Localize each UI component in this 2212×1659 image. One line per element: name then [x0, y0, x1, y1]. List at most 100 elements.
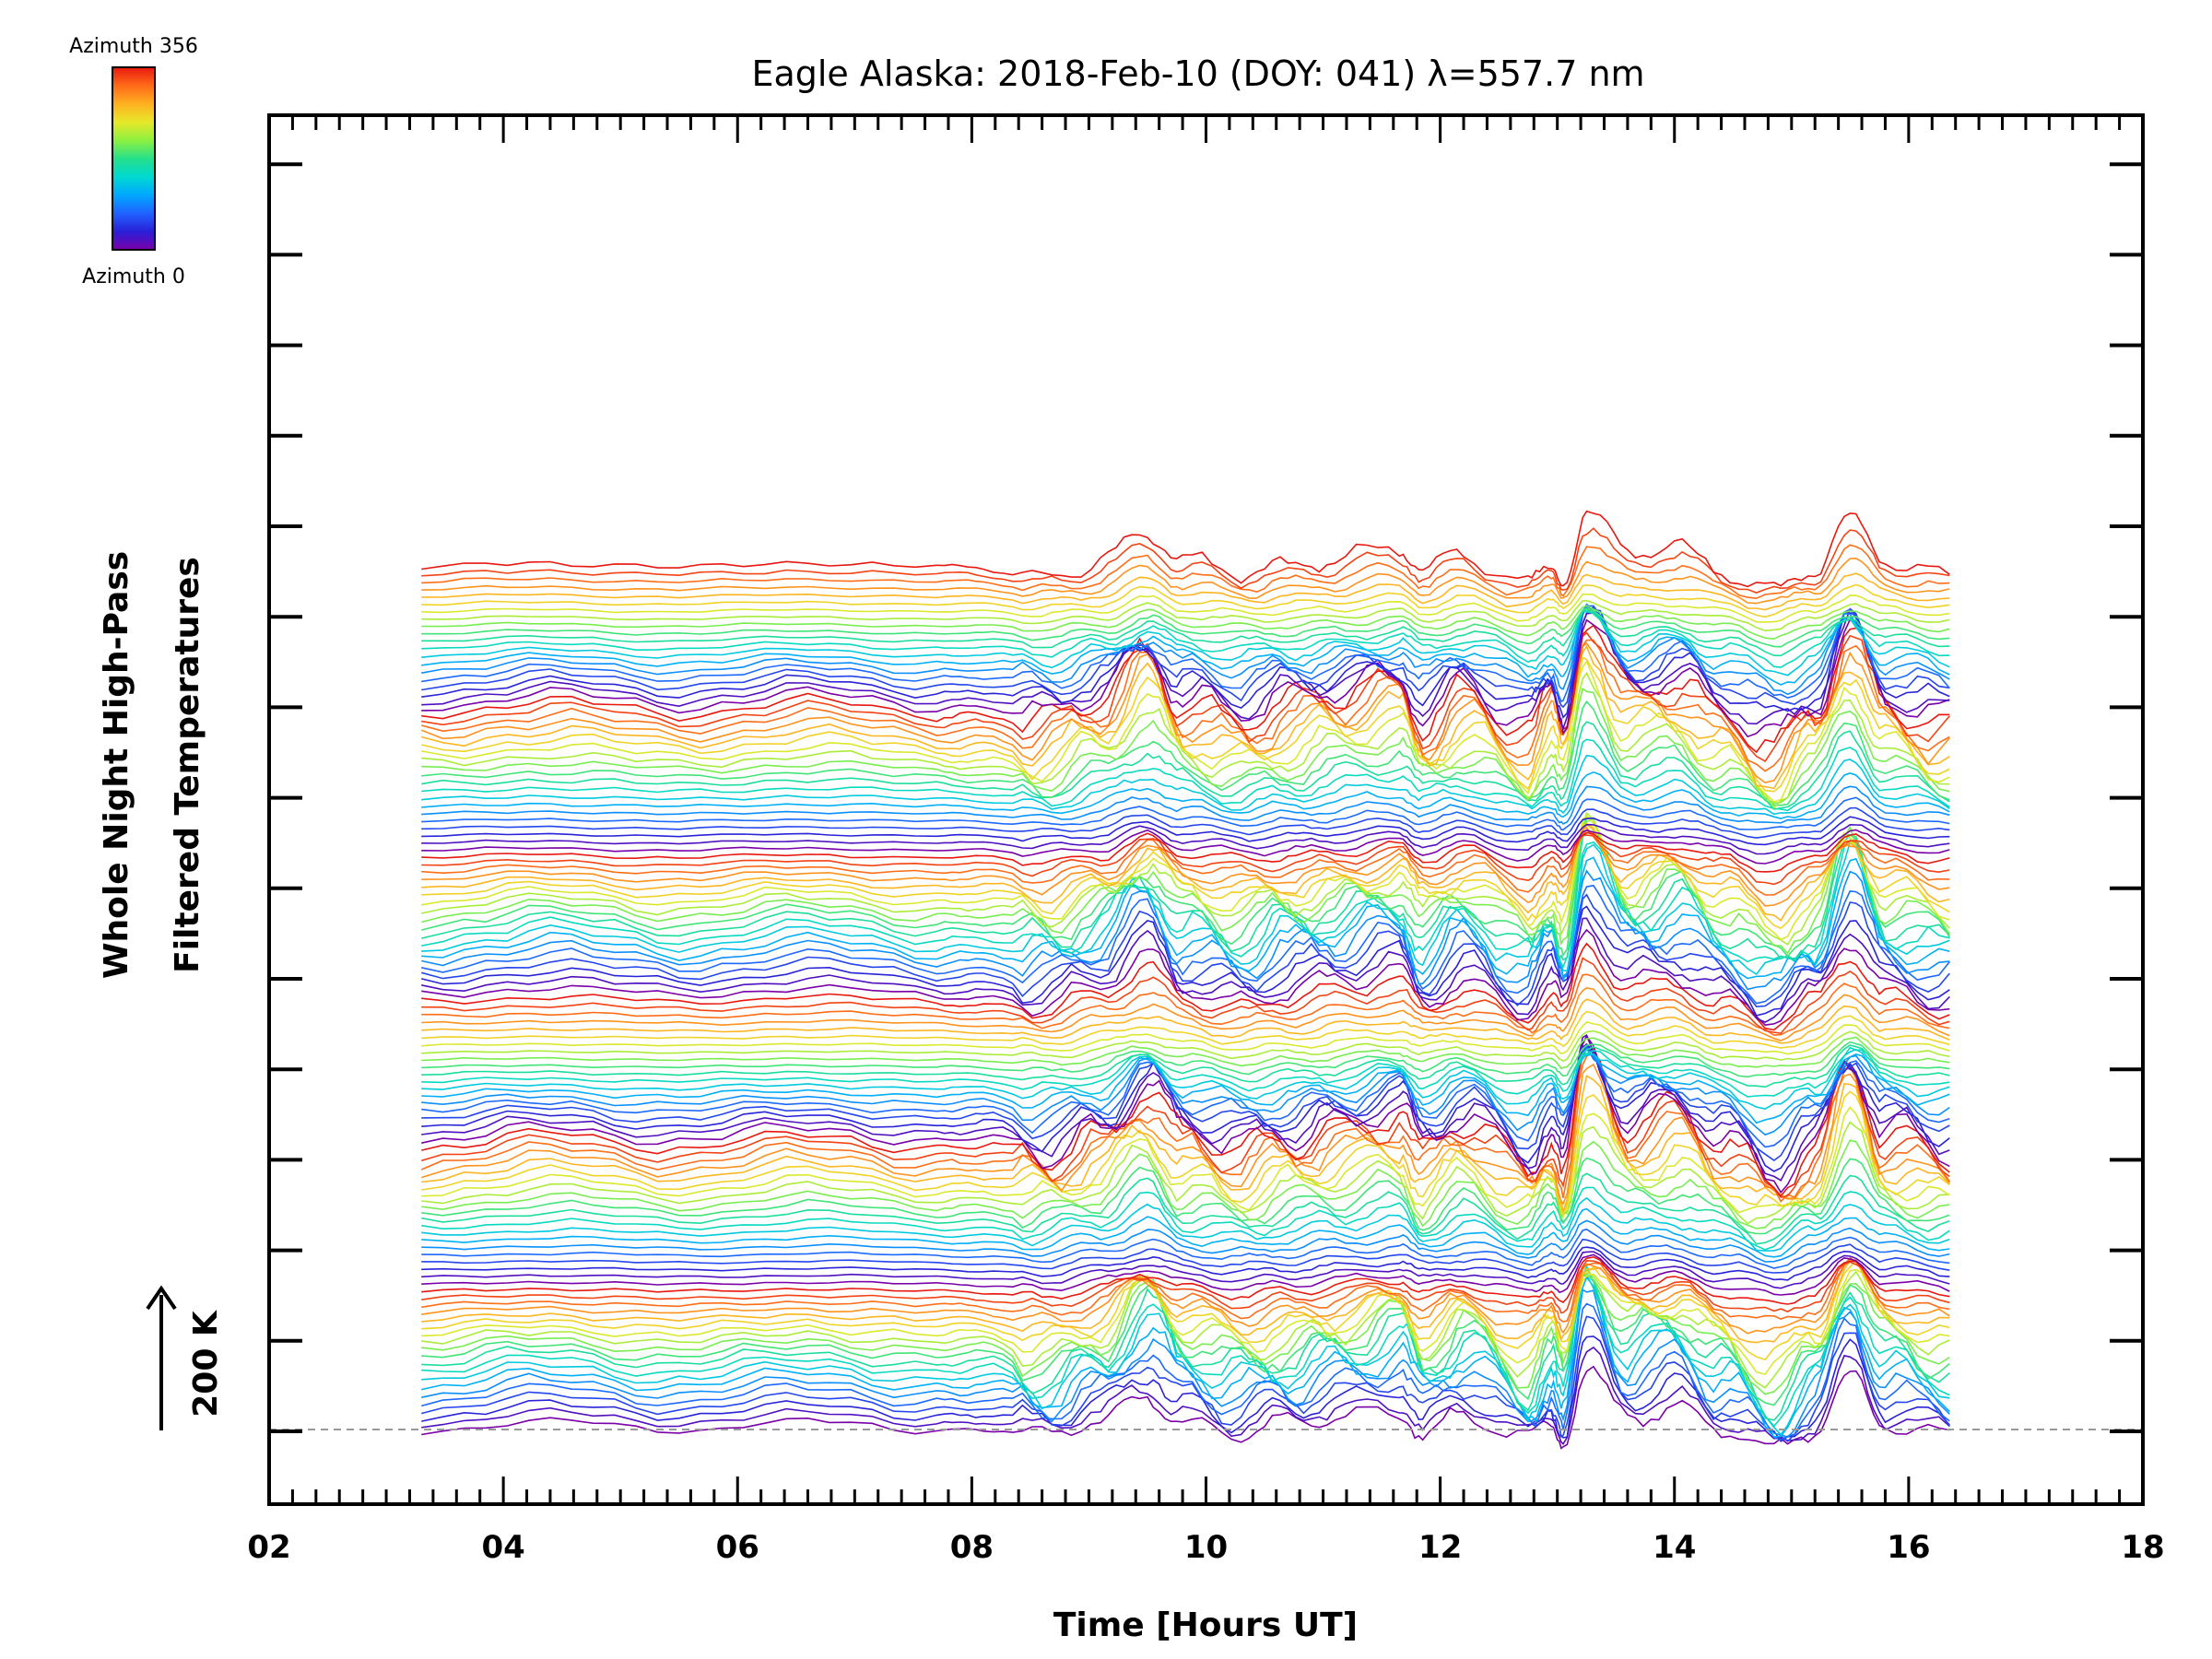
azimuth-trace: [421, 1270, 1950, 1389]
x-axis-label: Time [Hours UT]: [1053, 1606, 1358, 1644]
azimuth-trace: [421, 834, 1950, 886]
azimuth-trace: [421, 1346, 1950, 1445]
azimuth-trace: [421, 1044, 1950, 1161]
azimuth-trace: [421, 1030, 1950, 1063]
azimuth-trace: [421, 823, 1950, 855]
x-tick-label: 02: [247, 1529, 290, 1566]
azimuth-trace: [421, 1228, 1950, 1269]
azimuth-trace: [421, 1273, 1950, 1428]
azimuth-trace: [421, 660, 1950, 803]
scale-arrow: [146, 1285, 177, 1430]
azimuth-trace: [421, 811, 1950, 946]
azimuth-trace: [421, 754, 1950, 816]
y-axis-label-line1: Whole Night High-Pass: [98, 551, 135, 979]
azimuth-trace: [421, 1256, 1950, 1323]
colorbar-top-label: Azimuth 356: [69, 35, 198, 58]
azimuth-trace: [421, 527, 1950, 594]
azimuth-trace: [421, 607, 1950, 731]
azimuth-trace: [421, 1121, 1950, 1225]
azimuth-trace: [421, 608, 1950, 657]
azimuth-trace: [421, 817, 1950, 958]
azimuth-trace: [421, 1335, 1950, 1442]
azimuth-trace: [421, 1036, 1950, 1070]
azimuth-trace: [421, 1256, 1950, 1305]
azimuth-trace: [421, 599, 1950, 632]
x-tick-label: 04: [481, 1529, 524, 1566]
x-tick-label: 12: [1418, 1529, 1462, 1566]
azimuth-trace: [421, 618, 1950, 738]
azimuth-trace: [421, 884, 1950, 1005]
azimuth-trace: [420, 1063, 1950, 1206]
azimuth-trace: [421, 1075, 1950, 1213]
azimuth-trace: [421, 1251, 1950, 1289]
azimuth-trace: [421, 942, 1950, 1031]
azimuth-trace: [421, 557, 1950, 605]
azimuth-trace: [421, 1288, 1950, 1439]
azimuth-trace: [421, 1186, 1950, 1251]
azimuth-trace: [421, 1034, 1950, 1194]
azimuth-trace: [421, 917, 1950, 1023]
azimuth-trace: [421, 1090, 1950, 1219]
azimuth-trace: [421, 608, 1950, 677]
azimuth-trace: [421, 806, 1950, 839]
azimuth-trace: [420, 1047, 1950, 1203]
azimuth-trace: [421, 606, 1950, 719]
x-tick-labels: 02 04 06 08 10 12 14 16 18: [247, 1529, 2164, 1566]
azimuth-trace: [421, 583, 1950, 618]
scale-label: 200 K: [187, 1310, 225, 1418]
azimuth-trace: [421, 631, 1950, 762]
y-axis-label-line2: Filtered Temperatures: [169, 557, 206, 973]
azimuth-trace: [421, 1053, 1950, 1124]
azimuth-trace: [421, 624, 1950, 754]
trace-layer: [420, 510, 1950, 1450]
azimuth-trace: [421, 957, 1950, 1035]
azimuth-trace: [421, 603, 1950, 696]
azimuth-trace: [421, 1258, 1950, 1344]
azimuth-trace: [421, 841, 1950, 976]
x-tick-label: 06: [716, 1529, 759, 1566]
azimuth-trace: [421, 987, 1950, 1041]
azimuth-trace: [421, 826, 1950, 907]
azimuth-trace: [421, 856, 1950, 982]
azimuth-trace: [421, 1253, 1950, 1296]
colorbar: [112, 66, 156, 251]
azimuth-trace: [421, 1219, 1950, 1263]
x-tick-label: 08: [950, 1529, 994, 1566]
chart-title: Eagle Alaska: 2018-Feb-10 (DOY: 041) λ=5…: [751, 53, 1644, 94]
x-tick-label: 10: [1184, 1529, 1228, 1566]
azimuth-trace: [421, 1259, 1950, 1314]
azimuth-trace: [421, 606, 1950, 686]
azimuth-trace: [421, 1046, 1950, 1098]
azimuth-trace: [421, 510, 1950, 588]
azimuth-trace: [421, 818, 1950, 955]
azimuth-trace: [421, 1106, 1950, 1214]
azimuth-trace: [421, 687, 1950, 805]
azimuth-trace: [421, 830, 1950, 961]
azimuth-trace: [421, 1139, 1950, 1230]
azimuth-trace: [421, 738, 1950, 812]
x-tick-label: 14: [1653, 1529, 1696, 1566]
azimuth-trace: [421, 1172, 1950, 1245]
azimuth-trace: [421, 1246, 1950, 1281]
azimuth-trace: [421, 1268, 1950, 1376]
azimuth-trace: [421, 605, 1950, 641]
azimuth-trace: [421, 1044, 1950, 1088]
azimuth-trace: [421, 1259, 1950, 1335]
azimuth-trace: [420, 1042, 1950, 1198]
azimuth-trace: [421, 771, 1950, 820]
azimuth-trace: [421, 814, 1950, 941]
azimuth-trace: [421, 1238, 1950, 1274]
azimuth-trace: [421, 544, 1950, 600]
azimuth-trace: [421, 700, 1950, 806]
azimuth-trace: [420, 1302, 1950, 1441]
azimuth-trace: [421, 823, 1950, 922]
azimuth-trace: [421, 1276, 1950, 1438]
azimuth-trace: [420, 1315, 1950, 1442]
azimuth-trace: [421, 829, 1950, 896]
azimuth-trace: [421, 1275, 1950, 1395]
azimuth-trace: [421, 1021, 1950, 1055]
azimuth-trace: [421, 605, 1950, 709]
azimuth-trace: [420, 639, 1950, 772]
x-tick-label: 18: [2121, 1529, 2164, 1566]
